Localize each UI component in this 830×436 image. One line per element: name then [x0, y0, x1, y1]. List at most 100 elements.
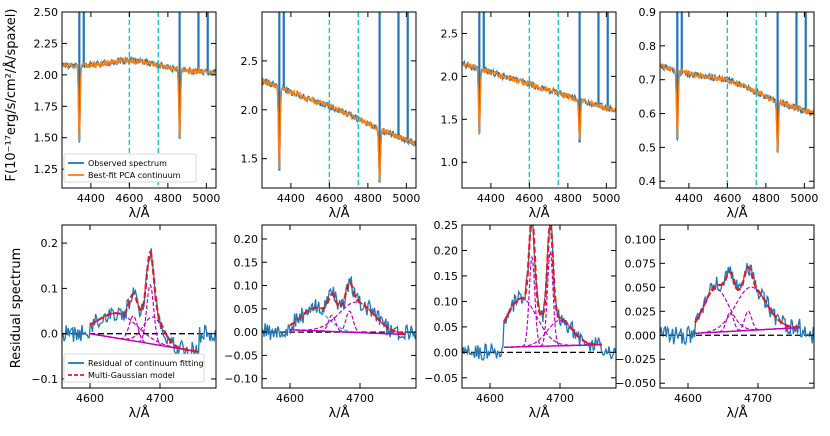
y-tick-label: 0.075	[625, 257, 657, 270]
y-tick-label: 0.20	[234, 233, 259, 246]
axes-frame	[61, 224, 217, 389]
plot-area	[660, 12, 814, 188]
y-tick-label: 0.025	[625, 305, 657, 318]
x-tick-label: 4400	[675, 192, 703, 205]
y-tick-label: 0.20	[434, 244, 459, 257]
multi-gaussian-model-line	[694, 265, 800, 329]
axes-frame	[61, 11, 217, 189]
x-axis-label: λ/Å	[727, 205, 748, 221]
y-tick-label: 2.00	[34, 69, 59, 82]
y-tick-label: 0.0	[41, 328, 59, 341]
legend-entry: Best-fit PCA continuum	[88, 171, 181, 180]
axes-frame	[261, 224, 417, 389]
y-tick-label: 2.25	[34, 37, 59, 50]
y-tick-label: 0.15	[234, 256, 259, 269]
x-tick-label: 4800	[554, 192, 582, 205]
gaussian-component-line	[503, 297, 602, 346]
x-axis-label: λ/Å	[329, 405, 350, 421]
x-axis-label: λ/Å	[329, 205, 350, 221]
residual-spectrum-line	[660, 263, 814, 346]
multi-gaussian-model-line	[289, 281, 406, 335]
baseline-component-line	[694, 326, 801, 335]
plot-area	[62, 12, 216, 188]
y-tick-label: 1.0	[441, 156, 459, 169]
x-tick-label: 4700	[546, 392, 574, 405]
baseline-component-line	[289, 329, 406, 336]
panel-top-3: 4400 4600 4800 5000 1.0 1.5 2.0 2.5 λ/Å	[441, 11, 620, 221]
y-tick-label: 1.5	[241, 153, 259, 166]
plot-area	[262, 12, 416, 188]
x-tick-label: 4700	[146, 392, 174, 405]
pca-continuum-line	[262, 77, 416, 182]
y-tick-label: 0.05	[234, 303, 259, 316]
x-tick-label: 5000	[592, 192, 620, 205]
x-tick-label: 4700	[744, 392, 772, 405]
y-tick-label: 0.7	[639, 74, 657, 87]
y-tick-label: 0.1	[41, 282, 59, 295]
y-tick-label: 1.75	[34, 100, 59, 113]
x-axis-label: λ/Å	[727, 405, 748, 421]
y-tick-label: −0.05	[424, 372, 458, 385]
y-tick-label: 2.50	[34, 6, 59, 19]
y-tick-label: 1.50	[34, 132, 59, 145]
x-tick-label: 4400	[477, 192, 505, 205]
x-axis-label: λ/Å	[129, 405, 150, 421]
y-tick-label: −0.025	[615, 353, 656, 366]
y-tick-label: 0.00	[434, 346, 459, 359]
y-tick-label: −0.1	[31, 373, 58, 386]
x-tick-label: 4800	[752, 192, 780, 205]
axes-frame	[461, 224, 617, 389]
y-tick-label: 0.2	[41, 237, 59, 250]
top-row-y-axis-label: F(10⁻¹⁷erg/s/cm²/Å/spaxel)	[3, 9, 19, 182]
x-tick-label: 4600	[276, 392, 304, 405]
x-axis-label: λ/Å	[529, 405, 550, 421]
y-tick-label: 0.10	[434, 295, 459, 308]
y-tick-label: 0.050	[625, 281, 657, 294]
panel-top-2: 4400 4600 4800 5000 1.5 2.0 2.5 λ/Å	[241, 11, 420, 221]
legend-box	[63, 353, 205, 383]
pca-continuum-line	[660, 63, 814, 153]
y-tick-label: 0.5	[639, 141, 657, 154]
y-tick-label: 2.0	[441, 70, 459, 83]
y-tick-label: −0.05	[224, 349, 258, 362]
x-tick-label: 4400	[77, 192, 105, 205]
y-tick-label: 0.25	[434, 219, 459, 232]
x-axis-label: λ/Å	[129, 205, 150, 221]
panel-top-4: 4400 4600 4800 5000 0.4 0.5 0.6 0.7 0.8 0.9 λ/Å	[639, 6, 819, 221]
baseline-component-line	[89, 332, 199, 353]
x-tick-label: 4600	[674, 392, 702, 405]
x-tick-label: 4800	[154, 192, 182, 205]
y-tick-label: −0.050	[615, 377, 656, 390]
panels-layer: 4400 4600 4800 50001.251.501.752.002.252.50…	[31, 6, 818, 421]
y-tick-label: 1.25	[34, 163, 59, 176]
y-tick-label: 2.5	[441, 27, 459, 40]
gaussian-component-line	[89, 316, 199, 353]
x-tick-label: 4600	[515, 192, 543, 205]
x-tick-label: 5000	[192, 192, 220, 205]
multi-gaussian-model-line	[503, 225, 602, 346]
x-axis-label: λ/Å	[529, 205, 550, 221]
gaussian-component-line	[694, 286, 800, 334]
y-tick-label: 0.00	[234, 326, 259, 339]
x-tick-label: 4600	[115, 192, 143, 205]
x-tick-label: 5000	[392, 192, 420, 205]
multi-gaussian-model-line	[89, 250, 199, 353]
legend-entry: Residual of continuum fitting	[88, 359, 204, 368]
x-tick-label: 4400	[277, 192, 305, 205]
residual-spectrum-line	[62, 248, 216, 360]
plot-area	[660, 263, 814, 346]
panel-top-1: 4400 4600 4800 5000 1.25 1.50 1.75 2.00 2.25 2.50…	[34, 6, 221, 221]
pca-continuum-line	[462, 61, 616, 141]
axes-frame	[261, 11, 417, 189]
panel-bottom-3: 4600 4700 −0.05 0.00 0.05 0.10 0.15 0.20 0.25 λ/Å	[424, 219, 617, 421]
y-tick-label: 0.15	[434, 270, 459, 283]
x-tick-label: 5000	[790, 192, 818, 205]
residual-spectrum-line	[462, 225, 616, 361]
observed-spectrum-line	[262, 78, 416, 181]
y-tick-label: 0.10	[234, 280, 259, 293]
x-tick-label: 4600	[713, 192, 741, 205]
baseline-component-line	[503, 344, 603, 348]
y-tick-label: 0.6	[639, 108, 657, 121]
x-tick-label: 4800	[354, 192, 382, 205]
